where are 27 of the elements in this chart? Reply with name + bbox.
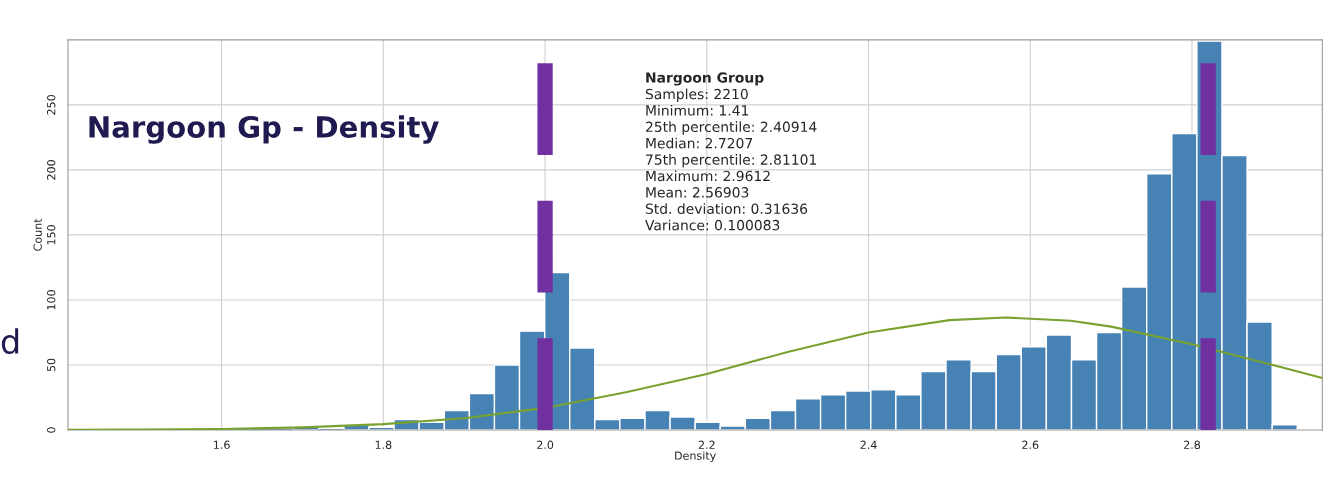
annotation: Samples: 2210: [645, 88, 748, 102]
y-tick-label: 50: [47, 358, 56, 372]
annotation: Minimum: 1.41: [646, 104, 749, 116]
annotation: 75th percentile: 2.81101: [646, 154, 817, 168]
text: Nargoon Gp - Density: [89, 115, 439, 144]
text: d: [1, 328, 19, 355]
x-tick-label: 1.8: [375, 440, 392, 450]
x-tick-label: 2.8: [1183, 440, 1201, 450]
x-tick-label: 1.6: [214, 440, 230, 450]
annotation: Median: 2.7207: [646, 137, 753, 149]
annotation: Std. deviation: 0.31636: [645, 203, 808, 214]
y-tick-label: 200: [47, 160, 56, 180]
x-axis-title: Density: [675, 451, 716, 462]
x-tick-label: 2.6: [1022, 440, 1039, 450]
annotation: 25th percentile: 2.40914: [646, 121, 817, 135]
x-tick-label: 2.4: [860, 440, 877, 449]
x-tick-label: 2.0: [537, 440, 554, 450]
annotation: Maximum: 2.9612: [646, 170, 770, 182]
annotation: Nargoon Group: [646, 72, 764, 86]
x-tick-label: 2.2: [698, 440, 715, 449]
y-tick-label: 250: [47, 95, 56, 115]
y-axis-title: Count: [33, 218, 42, 251]
annotation: Variance: 0.100083: [645, 219, 780, 231]
y-tick-label: 150: [47, 225, 56, 245]
annotation: Mean: 2.56903: [646, 187, 749, 198]
y-tick-label: 100: [47, 290, 56, 310]
y-tick-label: 0: [47, 427, 56, 433]
